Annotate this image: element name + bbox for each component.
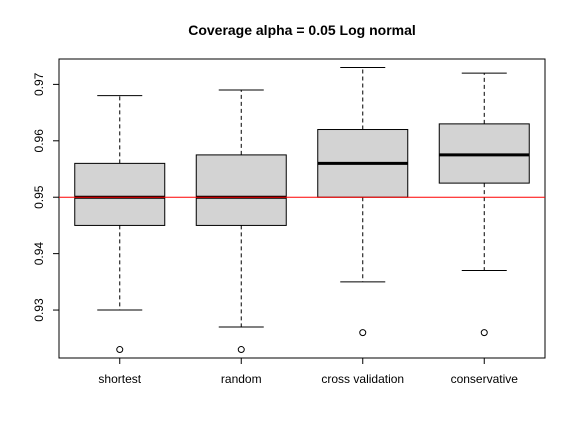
y-tick-label: 0.93 bbox=[32, 298, 46, 322]
box-body bbox=[195, 154, 287, 226]
y-tick-label: 0.97 bbox=[32, 72, 46, 96]
y-axis: 0.93 0.94 0.95 0.96 0.97 bbox=[32, 72, 60, 322]
outlier-point bbox=[359, 329, 367, 337]
x-tick-label: shortest bbox=[98, 372, 141, 386]
box-cross-validation bbox=[317, 66, 409, 337]
boxes-group bbox=[74, 66, 530, 354]
box-body bbox=[74, 162, 166, 226]
outlier-point bbox=[116, 346, 124, 354]
box-shortest bbox=[74, 95, 166, 354]
y-tick-label: 0.94 bbox=[32, 242, 46, 266]
outlier-point bbox=[237, 346, 245, 354]
outlier-point bbox=[480, 329, 488, 337]
chart-title: Coverage alpha = 0.05 Log normal bbox=[188, 22, 416, 38]
x-axis: shortest random cross validation conservati… bbox=[98, 357, 519, 386]
y-tick-label: 0.96 bbox=[32, 129, 46, 153]
box-random bbox=[195, 89, 287, 354]
box-conservative bbox=[438, 72, 530, 337]
y-tick-label: 0.95 bbox=[32, 185, 46, 209]
x-tick-label: cross validation bbox=[321, 372, 404, 386]
x-tick-label: conservative bbox=[451, 372, 519, 386]
x-tick-label: random bbox=[221, 372, 262, 386]
